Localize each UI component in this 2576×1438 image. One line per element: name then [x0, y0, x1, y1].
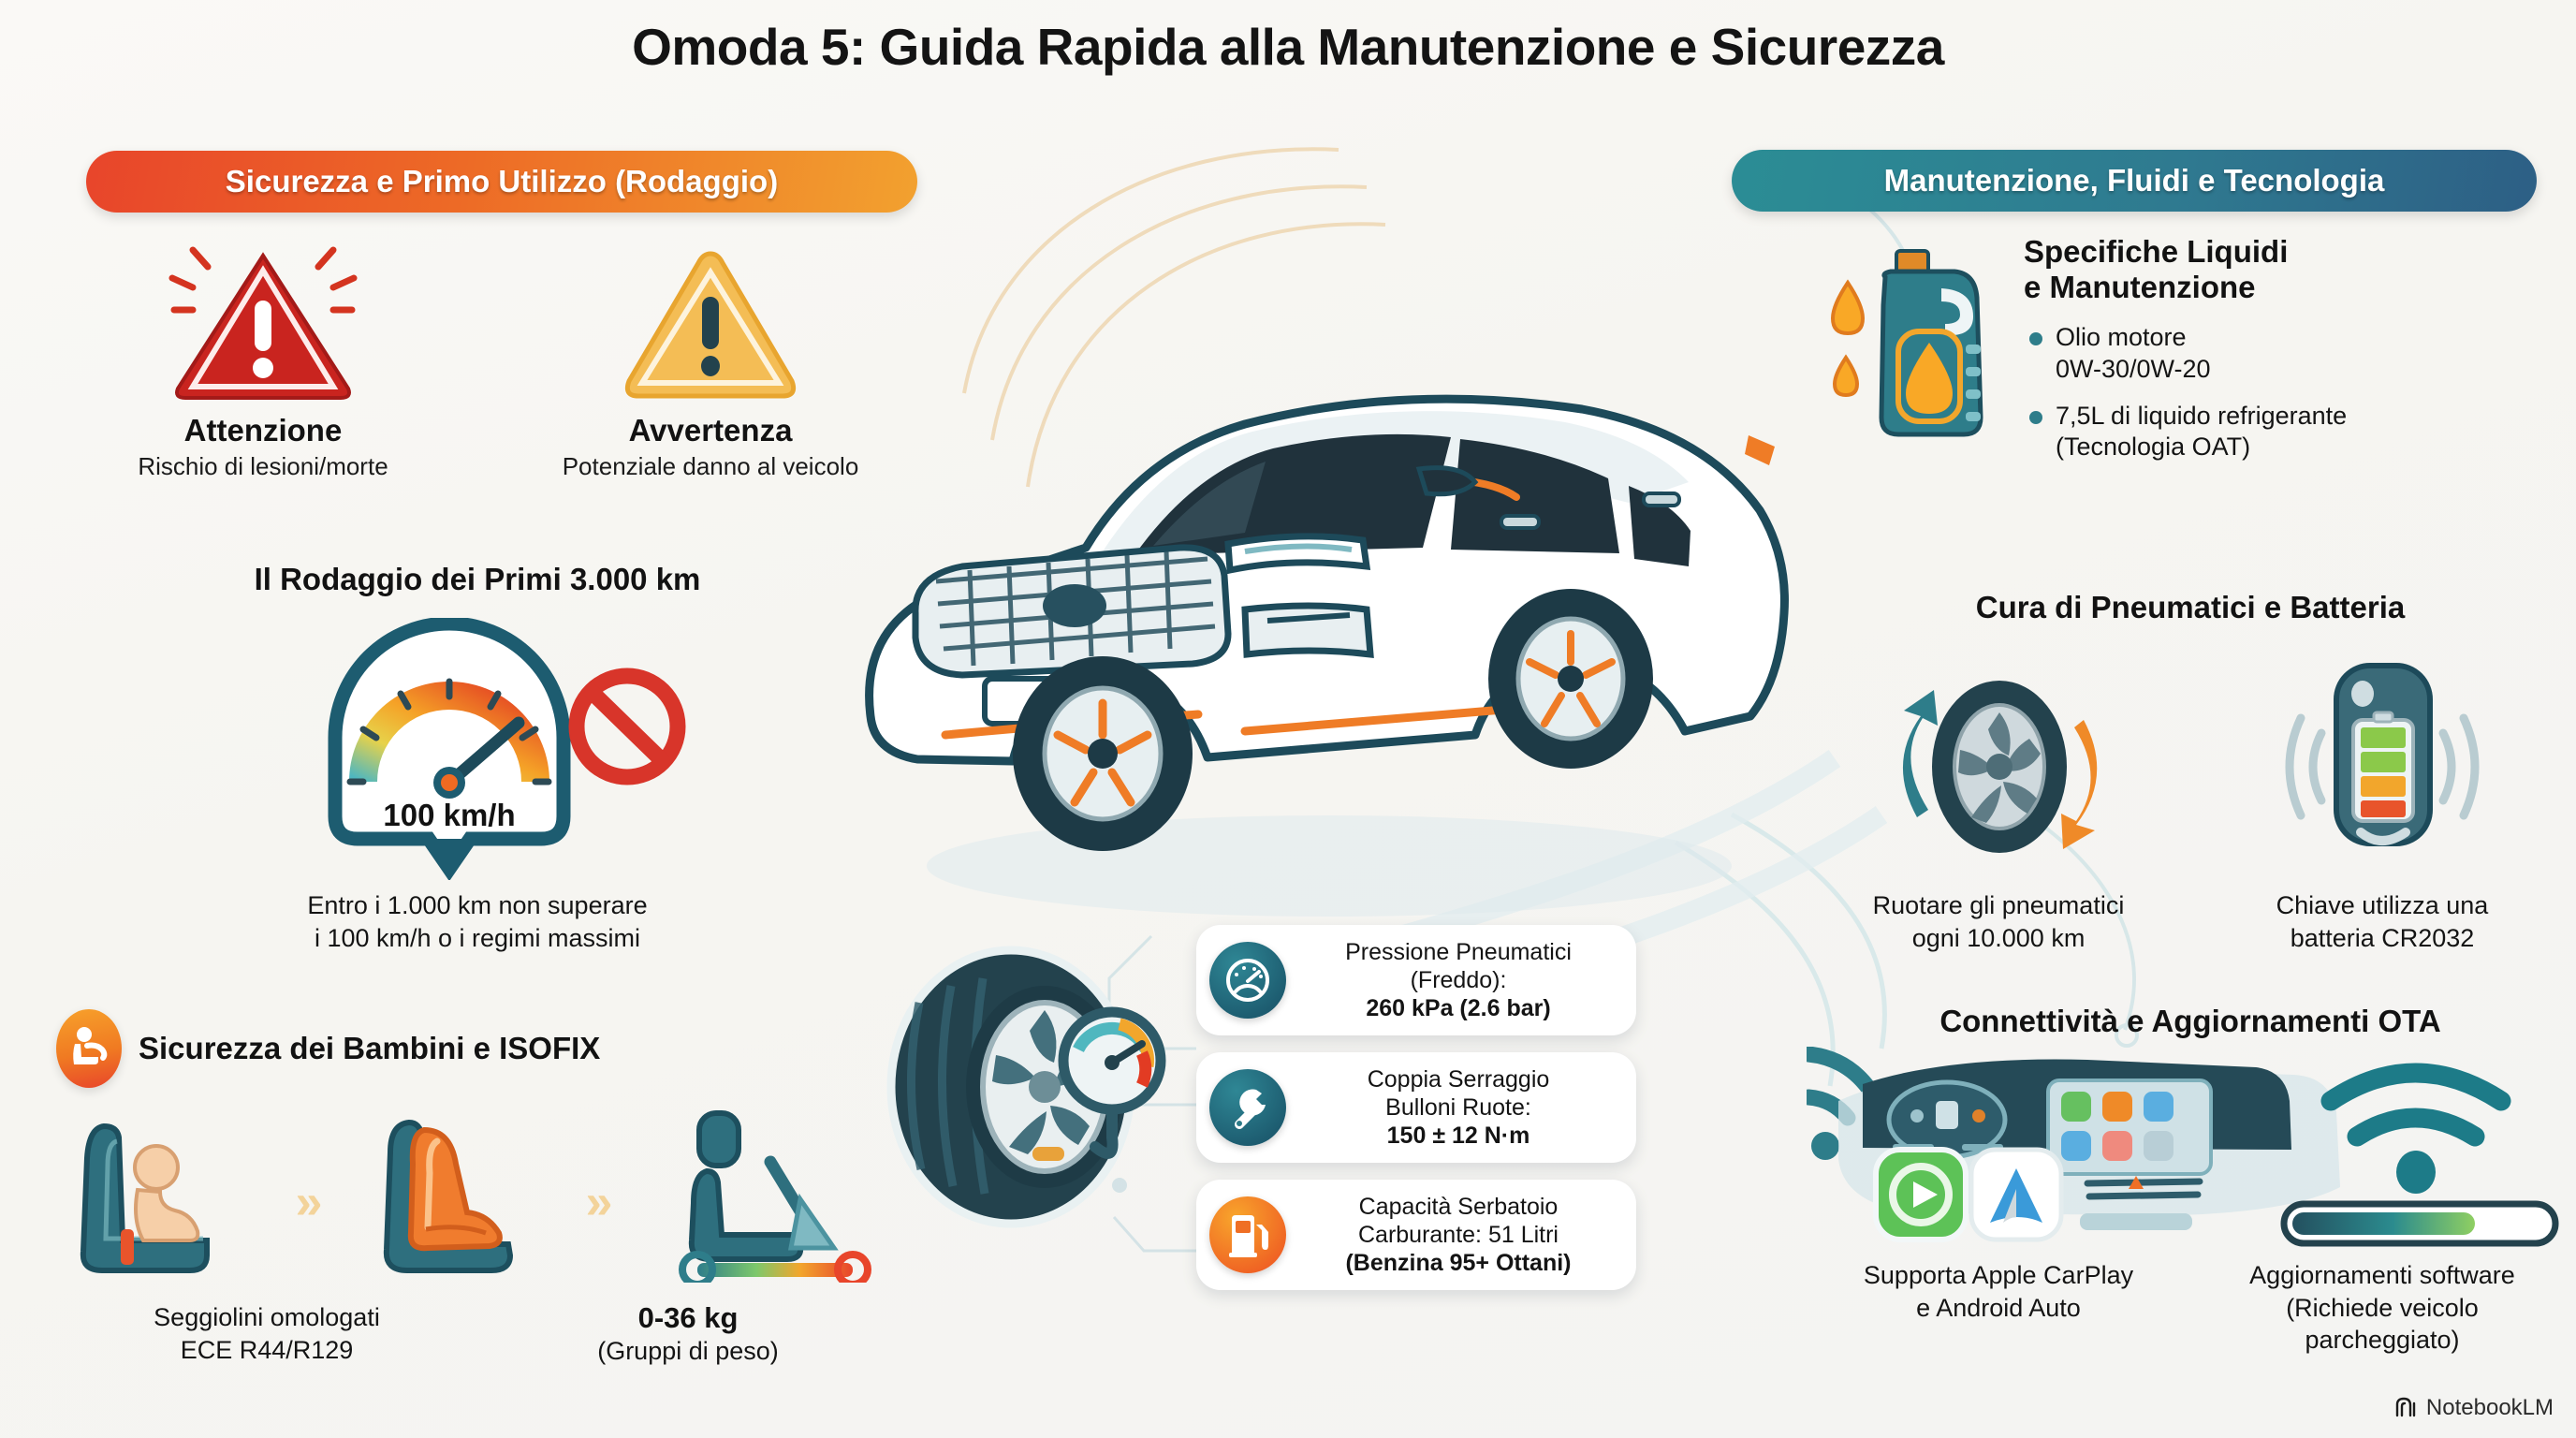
fluids-heading-line1: Specifiche Liquidi — [2024, 234, 2289, 269]
child-seat-icon — [56, 1009, 122, 1088]
isofix-caption-right: 0-36 kg (Gruppi di peso) — [477, 1301, 899, 1368]
fluids-bullet-list: Olio motore 0W-30/0W-20 7,5L di liquido … — [2024, 322, 2574, 463]
gauge-value-label: 100 km/h — [383, 798, 515, 832]
connectivity-captions: Supporta Apple CarPlay e Android Auto Ag… — [1807, 1259, 2574, 1357]
break-in-heading: Il Rodaggio dei Primi 3.000 km — [254, 562, 701, 596]
spec-card-text: Coppia Serraggio Bulloni Ruote: 150 ± 12… — [1301, 1065, 1616, 1150]
caption-line: batteria CR2032 — [2290, 923, 2475, 952]
connectivity-illustration — [1807, 1047, 2559, 1247]
isofix-caption-left: Seggiolini omologati ECE R44/R129 — [56, 1301, 477, 1368]
carplay-caption: Supporta Apple CarPlay e Android Auto — [1807, 1259, 2190, 1357]
isofix-seat-progression: » » — [70, 1105, 894, 1283]
toddler-seat-icon — [383, 1119, 513, 1273]
fluids-heading-line2: e Manutenzione — [2024, 270, 2256, 304]
fluids-section: Specifiche Liquidi e Manutenzione Olio m… — [1825, 234, 2574, 478]
connectivity-heading: Connettività e Aggiornamenti OTA — [1939, 1004, 2441, 1038]
spec-card-text: Capacità Serbatoio Carburante: 51 Litri … — [1301, 1193, 1616, 1277]
caption-line: Supporta Apple CarPlay — [1863, 1261, 2134, 1289]
card-value: 150 ± 12 N·m — [1386, 1123, 1530, 1149]
card-line-2: Bulloni Ruote: — [1385, 1094, 1531, 1121]
section-header-maintenance: Manutenzione, Fluidi e Tecnologia — [1732, 150, 2537, 212]
chevron-right-icon: » — [295, 1175, 323, 1229]
child-safety-captions: Seggiolini omologati ECE R44/R129 0-36 k… — [56, 1301, 899, 1368]
spec-card-fuel-capacity[interactable]: Capacità Serbatoio Carburante: 51 Litri … — [1196, 1180, 1636, 1290]
warning-label: Attenzione — [183, 413, 343, 448]
oil-drop-icon — [1830, 279, 1866, 398]
booster-seat-isofix-icon — [678, 1110, 871, 1283]
weight-range-slider — [678, 1251, 871, 1283]
progress-bar-icon — [2280, 1200, 2559, 1247]
card-value: (Benzina 95+ Ottani) — [1345, 1250, 1572, 1276]
speed-gauge-group: 100 km/h — [309, 616, 702, 882]
caption-line: parcheggiato) — [2305, 1326, 2460, 1355]
spec-card-text: Pressione Pneumatici (Freddo): 260 kPa (… — [1301, 938, 1616, 1022]
card-line-1: Coppia Serraggio — [1367, 1066, 1550, 1093]
pressure-gauge-icon — [1209, 942, 1286, 1019]
battery-caption: Chiave utilizza una batteria CR2032 — [2190, 889, 2574, 954]
caption-line: ECE R44/R129 — [180, 1335, 354, 1364]
notebooklm-icon — [2395, 1397, 2416, 1417]
caption-line: Aggiornamenti software — [2249, 1261, 2515, 1289]
speedometer-icon: 100 km/h — [328, 616, 686, 882]
caption-line: Chiave utilizza una — [2276, 891, 2489, 919]
infant-seat-icon — [80, 1123, 210, 1273]
card-line-1: Pressione Pneumatici — [1345, 939, 1572, 965]
break-in-note-line2: i 100 km/h o i regimi massimi — [314, 923, 641, 952]
break-in-note-line1: Entro i 1.000 km non superare — [307, 891, 648, 919]
warning-sub: Rischio di lesioni/morte — [138, 452, 388, 480]
section-header-safety: Sicurezza e Primo Utilizzo (Rodaggio) — [86, 151, 917, 213]
watermark-label: NotebookLM — [2425, 1395, 2554, 1420]
no-entry-icon — [568, 668, 686, 785]
card-line-1: Capacità Serbatoio — [1358, 1194, 1559, 1220]
wifi-icon-large — [2320, 1063, 2511, 1147]
caption-line: Seggiolini omologati — [154, 1303, 380, 1331]
tires-battery-heading: Cura di Pneumatici e Batteria — [1975, 590, 2406, 624]
warning-item-attenzione: Attenzione Rischio di lesioni/morte — [56, 239, 470, 481]
chevron-right-icon: » — [585, 1175, 613, 1229]
card-line-2: (Freddo): — [1410, 967, 1507, 993]
warning-triangle-icon — [624, 251, 797, 399]
card-line-2: Carburante: 51 Litri — [1357, 1222, 1559, 1248]
fluids-text-block: Specifiche Liquidi e Manutenzione Olio m… — [2024, 234, 2574, 478]
fuel-pump-icon — [1209, 1196, 1286, 1273]
tires-battery-captions: Ruotare gli pneumatici ogni 10.000 km Ch… — [1807, 889, 2574, 954]
caption-line: e Android Auto — [1916, 1293, 2081, 1322]
warning-label: Avvertenza — [628, 413, 793, 448]
caption-line: 0-36 kg — [637, 1301, 739, 1334]
spec-card-tire-pressure[interactable]: Pressione Pneumatici (Freddo): 260 kPa (… — [1196, 925, 1636, 1035]
break-in-note: Entro i 1.000 km non superare i 100 km/h… — [56, 889, 899, 954]
warning-legend: Attenzione Rischio di lesioni/morte Avve… — [56, 239, 917, 481]
wrench-icon — [1209, 1069, 1286, 1146]
child-safety-heading: Sicurezza dei Bambini e ISOFIX — [139, 1031, 601, 1065]
tire-caption: Ruotare gli pneumatici ogni 10.000 km — [1807, 889, 2190, 954]
ota-caption: Aggiornamenti software (Richiede veicolo… — [2190, 1259, 2574, 1357]
caption-line: (Richiede veicolo — [2286, 1293, 2479, 1322]
white-suv-illustration — [865, 394, 1789, 917]
caption-line: Ruotare gli pneumatici — [1872, 891, 2125, 919]
tire-with-gauge-icon — [886, 946, 1166, 1228]
caption-line: (Gruppi di peso) — [597, 1337, 779, 1365]
tire-rotation-icon — [1902, 681, 2098, 853]
caption-line: ogni 10.000 km — [1911, 923, 2086, 952]
key-fob-battery-icon — [2285, 663, 2480, 846]
spec-card-wheel-torque[interactable]: Coppia Serraggio Bulloni Ruote: 150 ± 12… — [1196, 1052, 1636, 1163]
watermark: NotebookLM — [2393, 1395, 2554, 1421]
fluids-bullet: 7,5L di liquido refrigerante (Tecnologia… — [2024, 401, 2574, 464]
warning-item-avvertenza: Avvertenza Potenziale danno al veicolo — [504, 239, 917, 481]
danger-triangle-icon — [168, 246, 358, 400]
tires-battery-icons — [1807, 646, 2574, 889]
spec-card-list: Pressione Pneumatici (Freddo): 260 kPa (… — [1196, 925, 1636, 1307]
oil-bottle-icon — [1830, 249, 1983, 437]
page-title: Omoda 5: Guida Rapida alla Manutenzione … — [632, 18, 1944, 76]
card-value: 260 kPa (2.6 bar) — [1366, 995, 1551, 1021]
warning-sub: Potenziale danno al veicolo — [562, 452, 859, 480]
child-safety-header: Sicurezza dei Bambini e ISOFIX — [56, 1009, 899, 1088]
fluids-bullet: Olio motore 0W-30/0W-20 — [2024, 322, 2574, 386]
